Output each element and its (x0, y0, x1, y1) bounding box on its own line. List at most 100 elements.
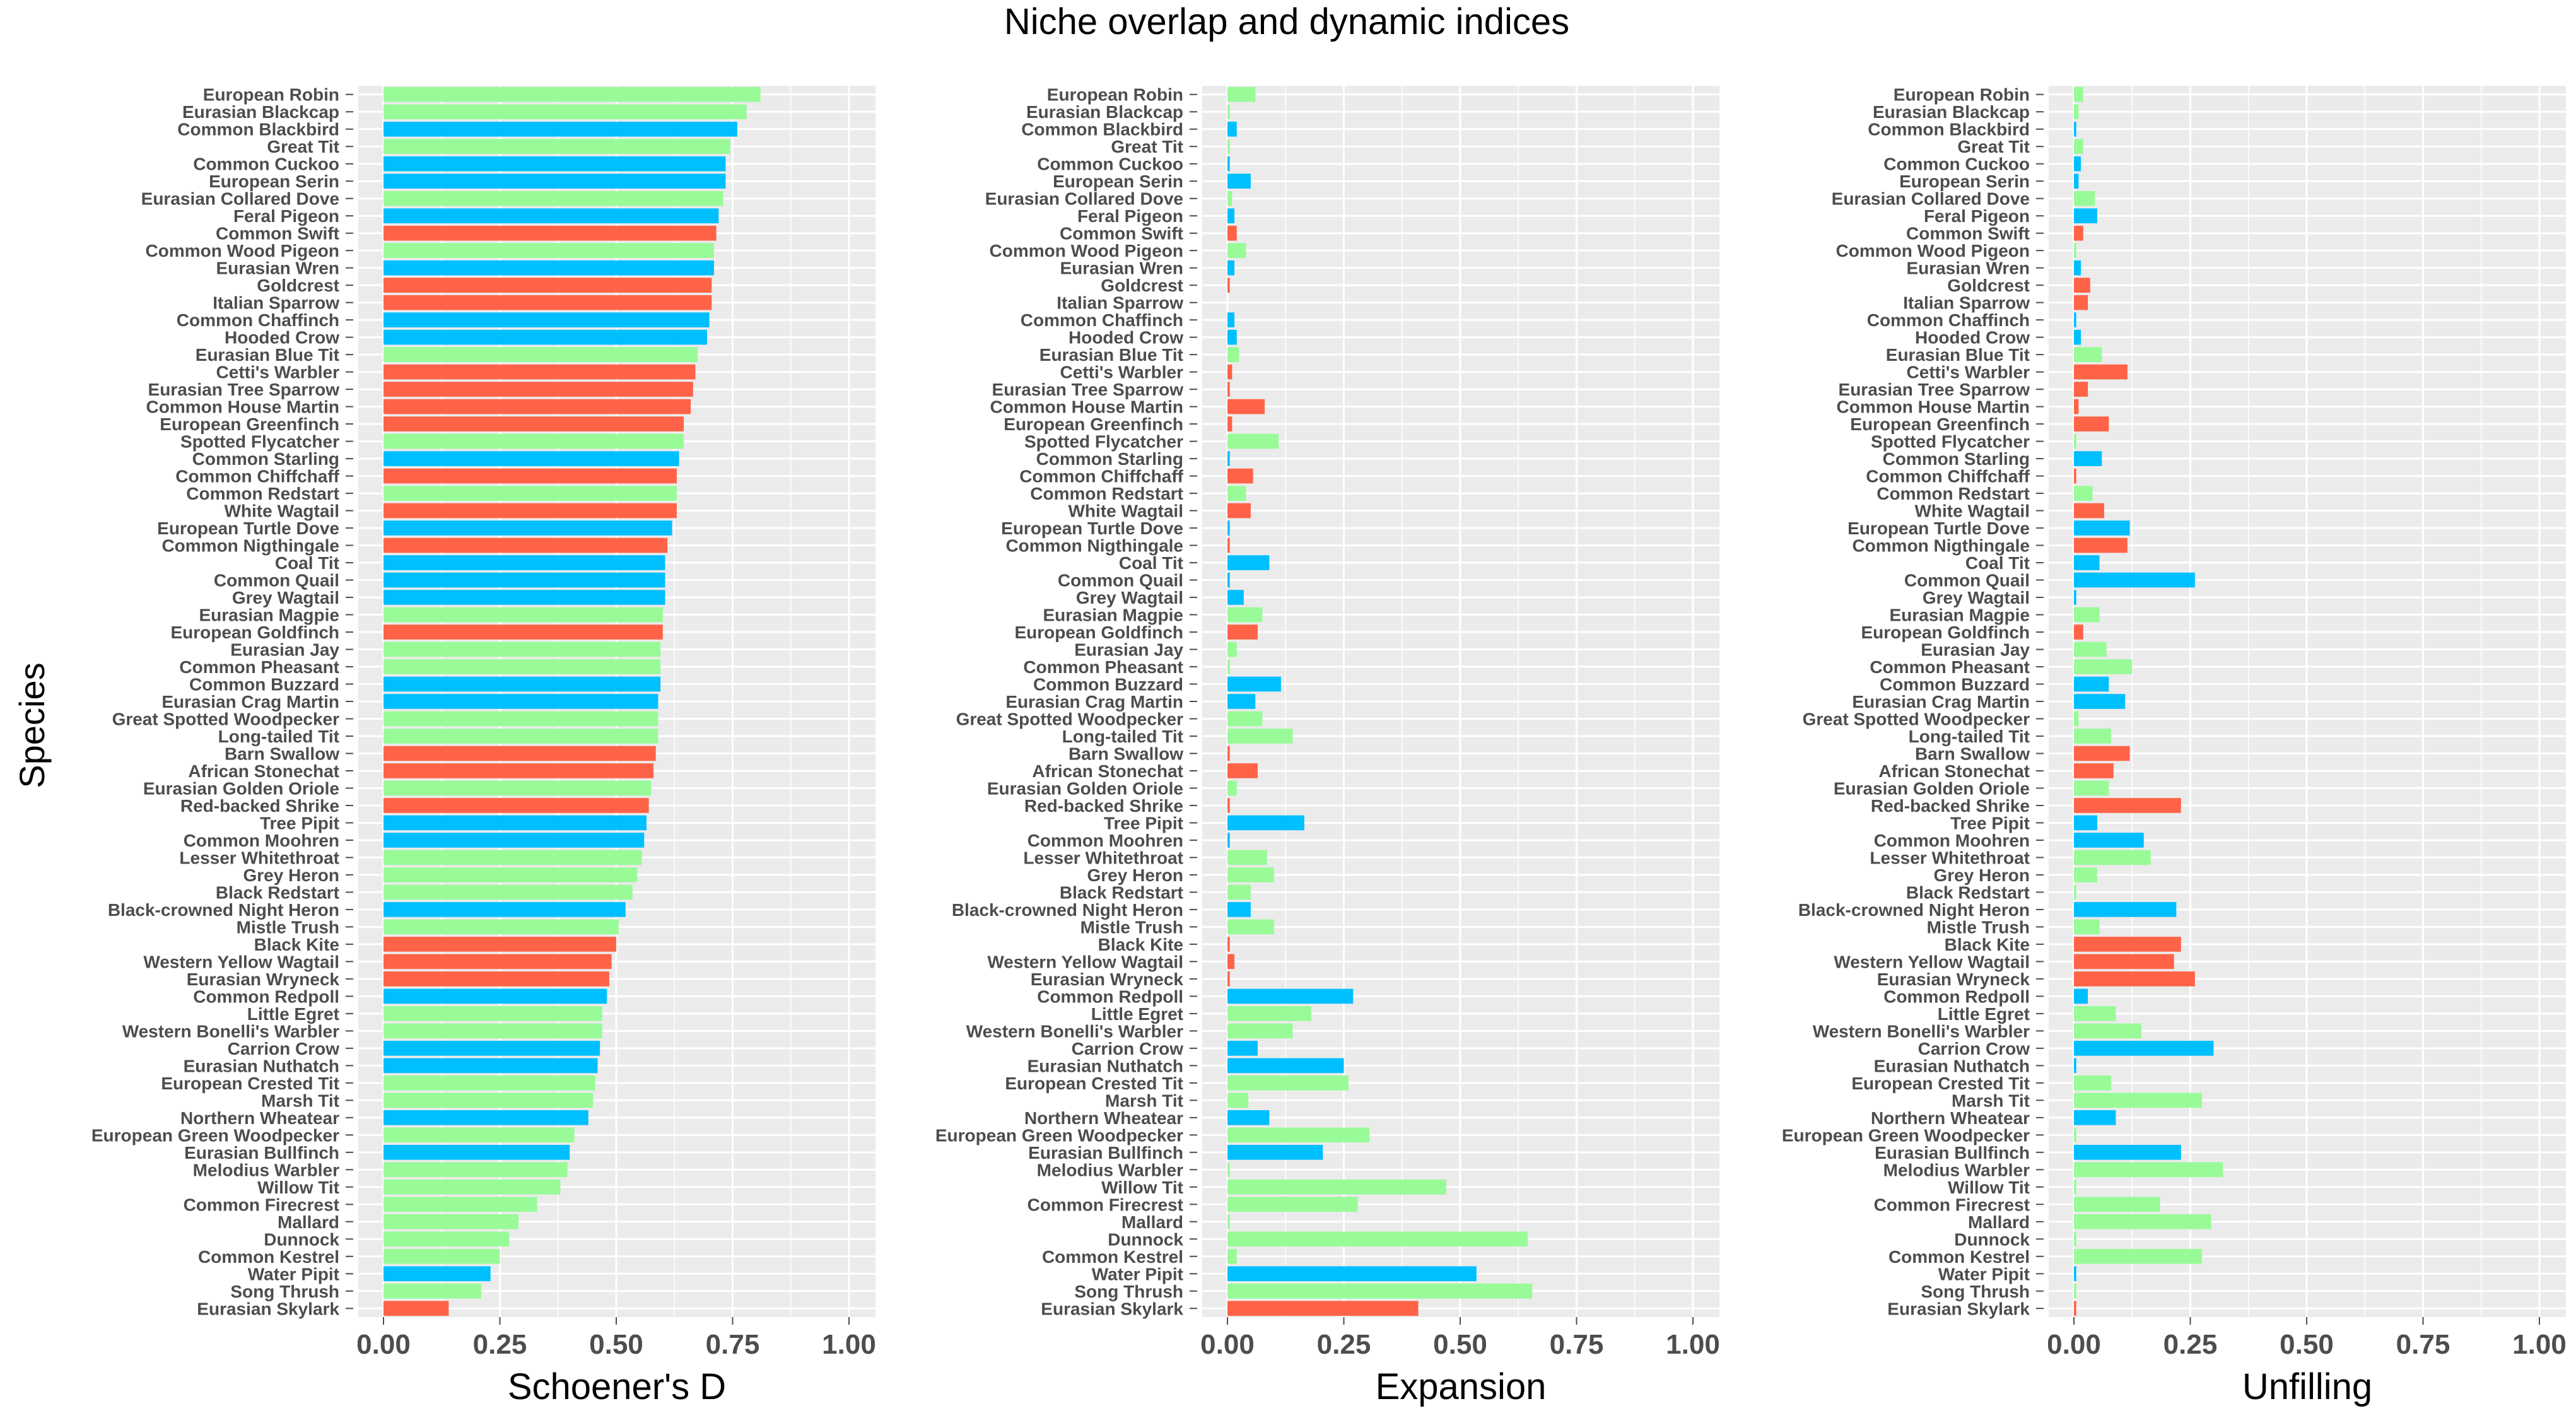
species-label: African Stonechat (1878, 761, 2030, 781)
species-label: Feral Pigeon (1077, 206, 1183, 226)
x-tick-label: 1.00 (1666, 1329, 1720, 1360)
bar-13 (383, 295, 712, 310)
species-label: Marsh Tit (261, 1091, 339, 1110)
species-label: Eurasian Skylark (1887, 1299, 2030, 1318)
bar-56 (383, 1041, 600, 1056)
species-label: European Goldfinch (170, 623, 339, 642)
bar-48 (1227, 902, 1251, 917)
species-label: Black Redstart (1060, 882, 1183, 902)
bar-3 (1227, 121, 1237, 137)
species-label: Common Nigthingale (161, 536, 339, 556)
bar-21 (383, 433, 684, 449)
bar-55 (383, 1023, 602, 1039)
bar-10 (383, 243, 714, 259)
species-label: Common Wood Pigeon (146, 241, 339, 261)
bar-30 (2074, 590, 2076, 605)
species-label: Tree Pipit (1950, 813, 2030, 833)
bar-15 (383, 329, 707, 345)
bar-62 (383, 1144, 570, 1160)
bar-7 (1227, 190, 1232, 206)
y-axis-title: Species (12, 662, 52, 788)
bar-67 (2074, 1231, 2076, 1247)
bar-34 (1227, 659, 1230, 674)
species-label: Common Quail (214, 571, 339, 590)
bar-69 (383, 1266, 491, 1282)
species-label: Eurasian Nuthatch (184, 1056, 339, 1075)
species-label: Common House Martin (990, 397, 1183, 417)
species-label: Willow Tit (1101, 1178, 1183, 1197)
bar-21 (2074, 433, 2076, 449)
bar-39 (383, 746, 656, 761)
bar-44 (1227, 833, 1230, 848)
bar-30 (383, 590, 665, 605)
x-tick-label: 0.00 (356, 1329, 411, 1360)
species-label: Common Moohren (1874, 831, 2030, 850)
species-label: Eurasian Skylark (197, 1299, 339, 1318)
bar-66 (1227, 1214, 1230, 1229)
bar-65 (1227, 1197, 1358, 1212)
bar-45 (2074, 850, 2151, 865)
species-label: Common Buzzard (189, 675, 339, 694)
species-label: European Goldfinch (1014, 623, 1183, 642)
bar-7 (383, 190, 723, 206)
species-label: Common Wood Pigeon (990, 241, 1183, 261)
bar-68 (2074, 1248, 2202, 1264)
species-label: Common Pheasant (179, 657, 339, 677)
bar-9 (383, 225, 717, 241)
species-label: Cetti's Warbler (1060, 363, 1184, 382)
species-label: European Green Woodpecker (91, 1125, 339, 1145)
bar-29 (383, 572, 665, 588)
bar-46 (2074, 867, 2097, 882)
bar-32 (383, 624, 663, 640)
bar-50 (1227, 937, 1230, 952)
bar-37 (383, 711, 659, 727)
species-label: Eurasian Tree Sparrow (1839, 380, 2030, 399)
bar-54 (2074, 1006, 2116, 1021)
bar-5 (383, 156, 726, 172)
species-label: Spotted Flycatcher (1024, 432, 1183, 452)
bar-57 (2074, 1058, 2076, 1074)
bar-36 (383, 694, 659, 709)
bar-29 (2074, 572, 2195, 588)
bar-22 (383, 451, 679, 466)
bar-18 (2074, 382, 2088, 397)
bar-1 (383, 86, 761, 102)
species-label: Great Tit (1111, 137, 1183, 156)
bar-11 (2074, 260, 2081, 276)
species-label: Willow Tit (1948, 1178, 2030, 1197)
bar-23 (383, 468, 677, 484)
bar-58 (2074, 1075, 2112, 1091)
species-label: Western Bonelli's Warbler (1813, 1021, 2030, 1041)
bar-3 (2074, 121, 2076, 137)
species-label: White Wagtail (224, 501, 339, 521)
species-label: Eurasian Wryneck (1877, 970, 2030, 989)
species-label: Black-crowned Night Heron (952, 900, 1183, 920)
species-label: Common Cuckoo (193, 155, 339, 174)
species-label: Common Chaffinch (1021, 310, 1183, 330)
bar-53 (1227, 988, 1354, 1004)
bar-14 (1227, 312, 1235, 327)
species-label: Common Chiffchaff (1866, 467, 2030, 486)
bar-12 (1227, 278, 1230, 293)
bar-49 (1227, 919, 1274, 935)
bar-61 (2074, 1127, 2076, 1143)
bar-61 (1227, 1127, 1370, 1143)
x-tick-label: 0.75 (2396, 1329, 2450, 1360)
bar-28 (2074, 555, 2100, 570)
species-label: Spotted Flycatcher (1871, 432, 2030, 452)
bar-16 (1227, 347, 1239, 362)
bar-42 (383, 798, 649, 813)
species-label: Common Quail (1904, 571, 2030, 590)
species-label: White Wagtail (1914, 501, 2030, 521)
species-label: Goldcrest (1101, 276, 1183, 295)
species-label: Eurasian Crag Martin (1005, 692, 1183, 712)
species-label: Hooded Crow (225, 328, 339, 348)
species-label: Tree Pipit (1104, 813, 1183, 833)
species-label: Black Redstart (216, 882, 339, 902)
bar-26 (2074, 520, 2130, 536)
species-label: Grey Wagtail (232, 588, 339, 607)
species-label: Red-backed Shrike (1024, 796, 1183, 816)
